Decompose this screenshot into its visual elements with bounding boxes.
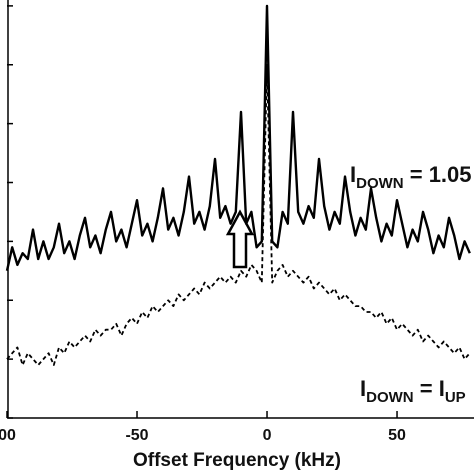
annotation-part: = 1.05 xyxy=(404,162,472,187)
x-tick-label: 0 xyxy=(263,427,272,444)
series-line xyxy=(6,63,471,366)
annotation-sub: DOWN xyxy=(366,389,414,406)
series-line xyxy=(5,4,471,272)
annotation-part: I xyxy=(360,376,366,401)
annotation: IDOWN = 1.05 xyxy=(350,162,472,192)
arrow xyxy=(225,209,255,269)
annotation-part: I xyxy=(350,162,356,187)
annotation-sub: DOWN xyxy=(356,175,404,192)
x-tick-label: -50 xyxy=(125,427,148,444)
annotation: IDOWN = IUP xyxy=(360,376,466,406)
annotation-sub: UP xyxy=(445,389,466,406)
annotation-part: = I xyxy=(414,376,445,401)
x-axis-label: Offset Frequency (kHz) xyxy=(133,450,341,471)
x-tick-label: 00 xyxy=(0,427,16,444)
x-tick-label: 50 xyxy=(388,427,406,444)
